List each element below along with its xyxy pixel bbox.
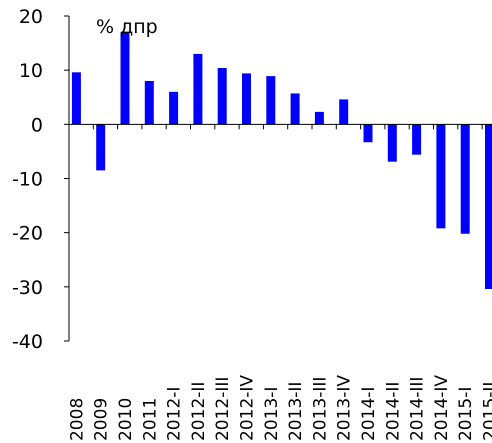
x-tick-label: 2014-II: [383, 382, 403, 441]
bar: [96, 124, 106, 171]
bar: [460, 124, 470, 234]
x-tick-label: 2012-III: [213, 377, 233, 441]
x-tick-label: 2012-I: [165, 387, 185, 441]
bar: [290, 93, 300, 125]
y-axis: 20 10 0 -10 -20 -30 -40: [12, 6, 70, 353]
x-tick-label: 2014-III: [408, 377, 428, 441]
x-tick-label: 2014-IV: [432, 375, 452, 441]
x-tick-label: 2012-IV: [238, 375, 258, 441]
bar: [363, 124, 373, 143]
bar: [485, 124, 492, 289]
x-tick-label: 2015-II: [481, 382, 492, 441]
x-tick-label: 2014-I: [359, 387, 379, 441]
y-tick-label: 10: [19, 60, 43, 82]
x-axis: 2008 2009 2010 2011 2012-I 2012-II 2012-III 201…: [67, 123, 492, 441]
bar: [242, 73, 251, 125]
bar: [339, 99, 349, 125]
y-tick-label: -10: [12, 169, 43, 191]
x-tick-label: 2013-II: [286, 382, 306, 441]
x-tick-label: 2008: [67, 398, 87, 441]
x-tick-label: 2013-I: [262, 387, 282, 441]
unit-label: % дпр: [96, 16, 158, 38]
bar: [71, 72, 81, 125]
x-tick-label: 2011: [140, 398, 160, 441]
bar: [120, 32, 130, 125]
y-tick-label: 20: [19, 6, 43, 28]
bar: [314, 111, 324, 125]
bar: [169, 91, 179, 125]
bar: [144, 81, 154, 125]
x-tick-label: 2015-I: [456, 387, 476, 441]
y-tick-label: -20: [12, 223, 43, 245]
x-tick-label: 2010: [116, 398, 136, 441]
bar: [266, 76, 276, 125]
bar: [412, 124, 422, 155]
x-tick-label: 2013-IV: [335, 375, 355, 441]
bar: [217, 68, 227, 125]
bars: [71, 32, 492, 289]
y-tick-label: 0: [31, 114, 43, 136]
bar: [387, 124, 397, 162]
bar: [436, 124, 446, 229]
bar: [193, 53, 203, 125]
y-tick-label: -30: [12, 277, 43, 299]
y-tick-label: -40: [12, 331, 43, 353]
x-tick-label: 2009: [92, 398, 112, 441]
x-tick-label: 2012-II: [189, 382, 209, 441]
x-tick-label: 2013-III: [310, 377, 330, 441]
